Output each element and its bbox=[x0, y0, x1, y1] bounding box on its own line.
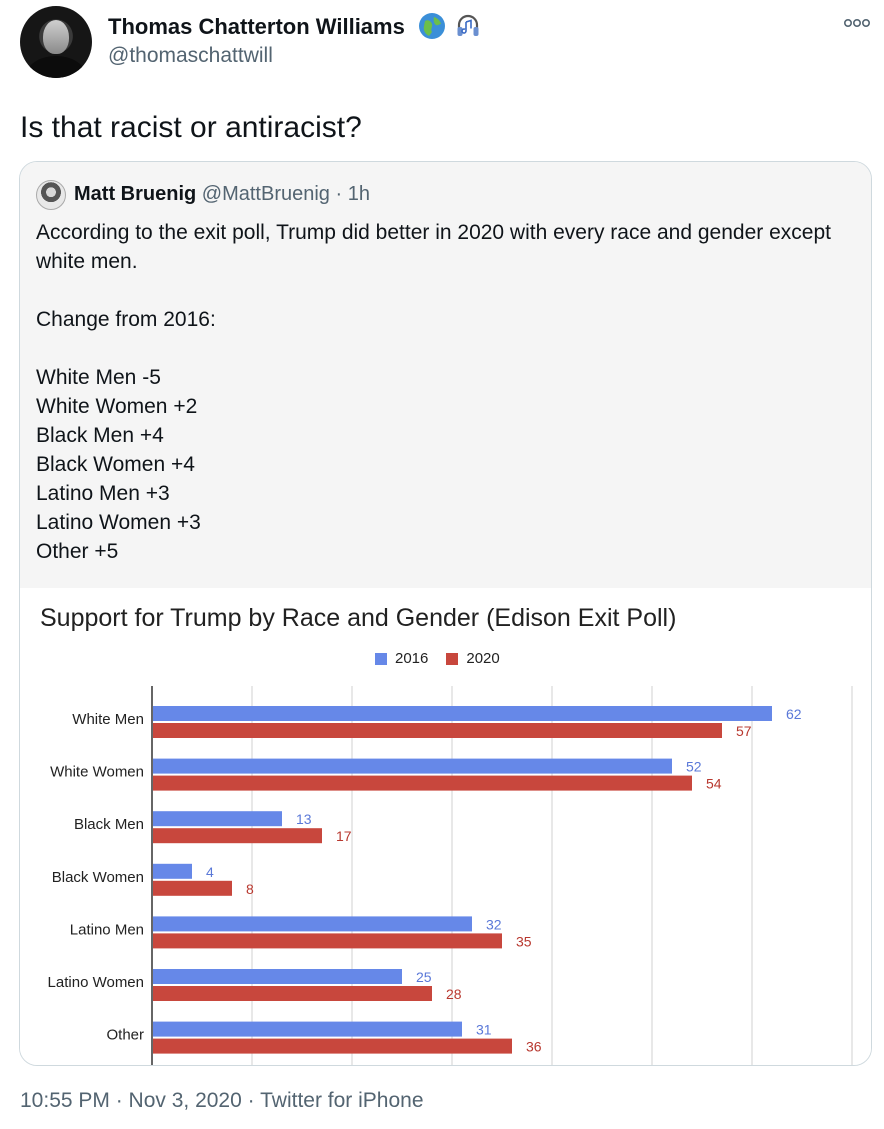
data-label-2020: 8 bbox=[246, 881, 254, 897]
bar-2020 bbox=[153, 986, 432, 1001]
headphones-icon bbox=[455, 13, 481, 39]
bar-2016 bbox=[153, 916, 472, 932]
legend-swatch-2020 bbox=[446, 652, 459, 665]
category-label: Black Women bbox=[52, 869, 144, 886]
legend-label-2016: 2016 bbox=[395, 650, 429, 667]
quoted-author-handle: @MattBruenig bbox=[201, 183, 330, 205]
legend-swatch-2016 bbox=[375, 652, 387, 665]
author-handle[interactable]: @thomaschattwill bbox=[108, 44, 273, 67]
bar-2020 bbox=[153, 933, 502, 949]
chart-image[interactable]: Support for Trump by Race and Gender (Ed… bbox=[20, 588, 871, 1065]
author-name[interactable]: Thomas Chatterton Williams bbox=[108, 14, 405, 39]
more-options-icon[interactable] bbox=[843, 14, 871, 32]
category-label: White Women bbox=[50, 764, 144, 781]
data-label-2020: 54 bbox=[706, 776, 722, 792]
tweet-source[interactable]: Twitter for iPhone bbox=[260, 1089, 424, 1112]
category-label: Other bbox=[106, 1027, 144, 1044]
data-label-2020: 17 bbox=[336, 828, 352, 844]
bar-2016 bbox=[153, 969, 402, 984]
quoted-tweet[interactable]: Matt Bruenig @MattBruenig · 1h According… bbox=[19, 161, 872, 1066]
data-label-2016: 32 bbox=[486, 916, 502, 932]
bar-2020 bbox=[153, 880, 232, 896]
data-label-2020: 36 bbox=[526, 1039, 542, 1055]
quoted-tweet-body: Matt Bruenig @MattBruenig · 1h According… bbox=[20, 162, 871, 588]
legend-item-2020: 2020 bbox=[446, 650, 500, 667]
quoted-author-name: Matt Bruenig bbox=[74, 183, 197, 205]
tweet-footer: 10:55 PM · Nov 3, 2020 · Twitter for iPh… bbox=[20, 1089, 424, 1113]
bar-2016 bbox=[153, 758, 672, 774]
bar-2016 bbox=[153, 706, 772, 721]
bar-2016 bbox=[153, 1021, 462, 1037]
chart-title: Support for Trump by Race and Gender (Ed… bbox=[40, 604, 677, 632]
quoted-tweet-text: According to the exit poll, Trump did be… bbox=[36, 221, 831, 563]
author-avatar[interactable] bbox=[20, 6, 92, 78]
bar-2020 bbox=[153, 1038, 512, 1054]
category-label: Latino Women bbox=[48, 974, 144, 991]
legend-item-2016: 2016 bbox=[375, 650, 428, 667]
footer-separator: · bbox=[247, 1089, 255, 1112]
bar-2016 bbox=[153, 811, 282, 827]
bar-2020 bbox=[153, 723, 722, 738]
data-label-2016: 52 bbox=[686, 759, 702, 775]
bar-2020 bbox=[153, 828, 322, 844]
category-label: White Men bbox=[72, 711, 144, 728]
bar-2020 bbox=[153, 775, 692, 791]
quoted-tweet-header: Matt Bruenig @MattBruenig · 1h bbox=[74, 183, 370, 206]
quoted-header-separator: · bbox=[335, 183, 343, 205]
avatar-face bbox=[43, 20, 69, 54]
category-label: Latino Men bbox=[70, 921, 144, 938]
data-label-2020: 57 bbox=[736, 723, 752, 739]
data-label-2016: 13 bbox=[296, 811, 312, 827]
globe-icon bbox=[419, 13, 445, 39]
data-label-2020: 28 bbox=[446, 986, 462, 1002]
data-label-2020: 35 bbox=[516, 933, 532, 949]
data-label-2016: 62 bbox=[786, 706, 802, 722]
data-label-2016: 25 bbox=[416, 969, 432, 985]
tweet-text: Is that racist or antiracist? bbox=[20, 111, 362, 144]
quoted-author-avatar bbox=[36, 180, 66, 210]
category-label: Black Men bbox=[74, 816, 144, 833]
data-label-2016: 4 bbox=[206, 864, 214, 880]
chart-legend: 2016 2020 bbox=[375, 650, 510, 667]
tweet-timestamp[interactable]: 10:55 PM · Nov 3, 2020 bbox=[20, 1089, 242, 1112]
quoted-tweet-time: 1h bbox=[347, 183, 370, 205]
avatar-shoulders bbox=[26, 56, 86, 78]
data-label-2016: 31 bbox=[476, 1022, 492, 1038]
bar-2016 bbox=[153, 863, 192, 879]
legend-label-2020: 2020 bbox=[466, 650, 500, 667]
